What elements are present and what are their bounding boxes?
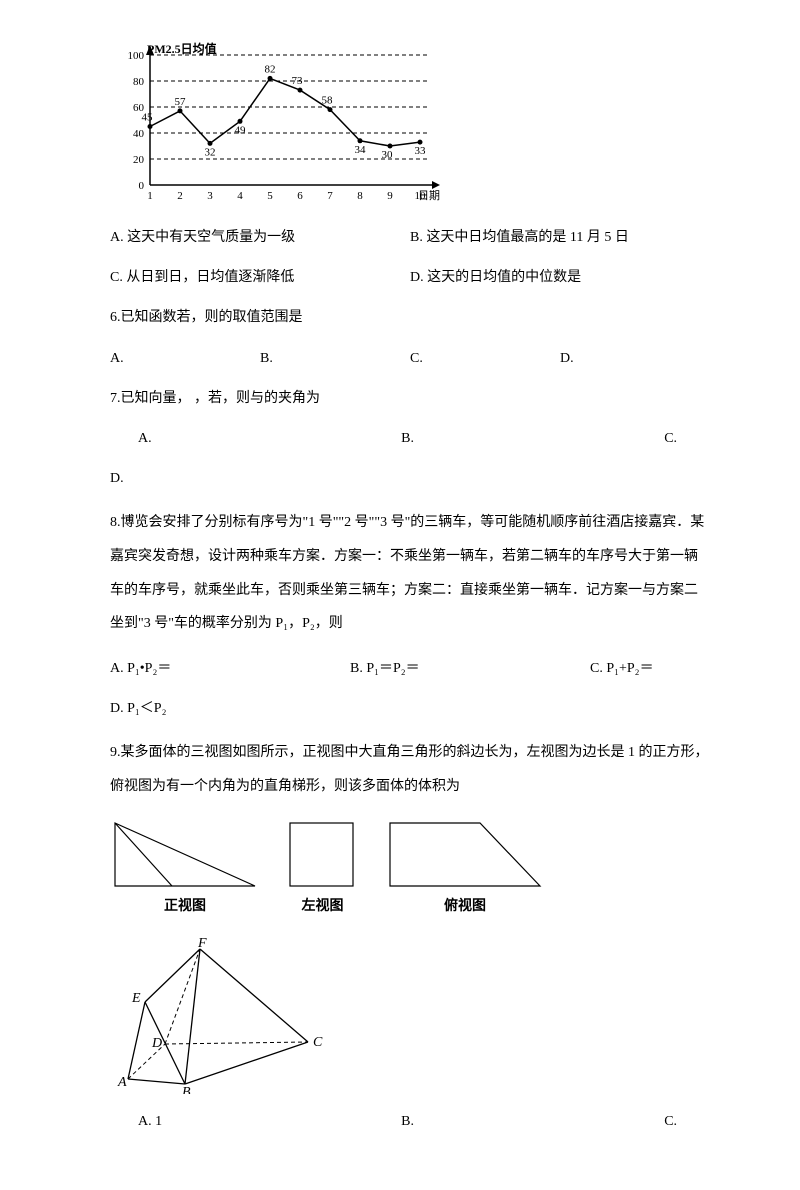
svg-text:100: 100 <box>128 50 145 62</box>
svg-text:33: 33 <box>415 145 427 157</box>
q6-opt-c: C. <box>410 346 560 371</box>
chart-svg: 02040608010012345678910PM2.5日均值日期4557324… <box>110 40 450 210</box>
lbl-B: B <box>182 1085 191 1094</box>
polyhedron: A B C D E F <box>110 934 710 1094</box>
q6-opt-b: B. <box>260 346 410 371</box>
lbl-C: C <box>313 1035 323 1050</box>
q5-opt-d: D. 这天的日均值的中位数是 <box>410 265 710 290</box>
front-view-svg <box>110 818 260 890</box>
svg-text:80: 80 <box>133 76 145 88</box>
svg-text:32: 32 <box>205 146 216 158</box>
q7-opt-b: B. <box>401 426 664 451</box>
svg-text:6: 6 <box>297 190 303 202</box>
q5-opt-c: C. 从日到日，日均值逐渐降低 <box>110 265 410 290</box>
svg-text:2: 2 <box>177 190 183 202</box>
q7-opt-c: C. <box>664 426 710 451</box>
top-view-label: 俯视图 <box>385 894 545 919</box>
svg-text:57: 57 <box>175 96 187 108</box>
top-view-svg <box>385 818 545 890</box>
svg-text:3: 3 <box>207 190 213 202</box>
q5-options-2: C. 从日到日，日均值逐渐降低 D. 这天的日均值的中位数是 <box>110 265 710 290</box>
q6-opt-d: D. <box>560 346 710 371</box>
q8-opt-c: C. P₁+P₂＝ <box>590 656 710 681</box>
q7-stem: 7.已知向量， ，若，则与的夹角为 <box>110 386 710 411</box>
svg-text:8: 8 <box>357 190 363 202</box>
svg-text:45: 45 <box>142 112 154 124</box>
side-view-svg <box>285 818 360 890</box>
q7-opt-a: A. <box>138 426 401 451</box>
svg-text:PM2.5日均值: PM2.5日均值 <box>147 41 217 56</box>
q8-opt-d: D. P₁＜P₂ <box>110 696 710 721</box>
svg-text:4: 4 <box>237 190 243 202</box>
q5-options: A. 这天中有天空气质量为一级 B. 这天中日均值最高的是 11 月 5 日 <box>110 225 710 250</box>
q6-stem: 6.已知函数若，则的取值范围是 <box>110 305 710 330</box>
svg-text:73: 73 <box>292 75 304 87</box>
svg-text:5: 5 <box>267 190 273 202</box>
q8-opt-b: B. P₁＝P₂＝ <box>350 656 590 681</box>
q8-stem: 8.博览会安排了分别标有序号为"1 号""2 号""3 号"的三辆车，等可能随机… <box>110 506 710 640</box>
q9-opt-b: B. <box>401 1109 664 1134</box>
svg-text:7: 7 <box>327 190 333 202</box>
svg-text:0: 0 <box>139 180 145 192</box>
svg-text:49: 49 <box>235 124 247 136</box>
lbl-D: D <box>151 1036 162 1051</box>
lbl-A: A <box>117 1075 127 1090</box>
q5-opt-a: A. 这天中有天空气质量为一级 <box>110 225 410 250</box>
q8-options: A. P₁•P₂＝ B. P₁＝P₂＝ C. P₁+P₂＝ <box>110 656 710 681</box>
front-view-label: 正视图 <box>110 894 260 919</box>
q7-opt-d: D. <box>110 466 710 491</box>
polyhedron-svg: A B C D E F <box>110 934 330 1094</box>
side-view: 左视图 <box>285 818 360 919</box>
q8-opt-a: A. P₁•P₂＝ <box>110 656 350 681</box>
q7-options: A. B. C. <box>110 426 710 451</box>
q6-options: A. B. C. D. <box>110 346 710 371</box>
svg-text:82: 82 <box>265 63 276 75</box>
svg-text:30: 30 <box>382 149 394 161</box>
three-views: 正视图 左视图 俯视图 <box>110 818 710 919</box>
q9-options: A. 1 B. C. <box>110 1109 710 1134</box>
svg-text:9: 9 <box>387 190 393 202</box>
pm25-chart: 02040608010012345678910PM2.5日均值日期4557324… <box>110 40 710 210</box>
svg-text:40: 40 <box>133 128 145 140</box>
q9-opt-c: C. <box>664 1109 710 1134</box>
lbl-F: F <box>197 936 207 951</box>
svg-text:20: 20 <box>133 154 145 166</box>
q5-opt-b: B. 这天中日均值最高的是 11 月 5 日 <box>410 225 710 250</box>
svg-text:58: 58 <box>322 95 334 107</box>
lbl-E: E <box>131 991 141 1006</box>
svg-text:日期: 日期 <box>418 189 440 202</box>
q9-opt-a: A. 1 <box>138 1109 401 1134</box>
svg-text:34: 34 <box>355 144 367 156</box>
svg-text:1: 1 <box>147 190 153 202</box>
q9-stem: 9.某多面体的三视图如图所示，正视图中大直角三角形的斜边长为，左视图为边长是 1… <box>110 736 710 803</box>
top-view: 俯视图 <box>385 818 545 919</box>
q6-opt-a: A. <box>110 346 260 371</box>
side-view-label: 左视图 <box>285 894 360 919</box>
front-view: 正视图 <box>110 818 260 919</box>
